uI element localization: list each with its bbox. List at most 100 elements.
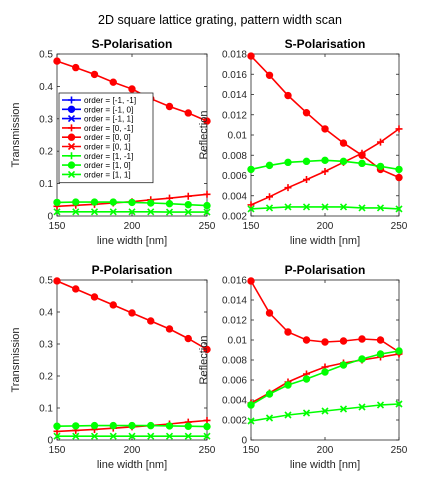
data-point xyxy=(184,432,192,440)
data-point xyxy=(203,201,211,210)
series-2 xyxy=(247,347,403,409)
y-tick-label: 0.006 xyxy=(222,376,247,387)
y-tick-label: 0.5 xyxy=(39,50,53,61)
data-point xyxy=(395,165,403,174)
data-point xyxy=(184,422,192,430)
data-point xyxy=(147,432,155,440)
y-tick-label: 0.4 xyxy=(39,308,53,319)
data-point xyxy=(265,414,274,422)
legend-entry: order = [0, -1] xyxy=(62,124,133,133)
data-point xyxy=(358,403,366,411)
data-point xyxy=(302,336,311,344)
legend-label: order = [1, 1] xyxy=(84,170,131,179)
chart-panel-2: S-Polarisation 150 200 250 0.002 0.004 0.006 0.… xyxy=(198,37,408,247)
y-tick-label: 0.004 xyxy=(222,396,247,407)
data-point xyxy=(165,102,174,111)
data-point xyxy=(358,204,366,212)
legend-marker xyxy=(68,152,75,160)
data-point xyxy=(339,361,348,369)
data-point xyxy=(395,125,403,133)
data-point xyxy=(184,192,192,200)
legend-entry: order = [-1, -1] xyxy=(62,96,136,105)
data-point xyxy=(358,149,366,157)
series-1 xyxy=(247,125,403,209)
legend-marker xyxy=(67,170,76,178)
legend-entry: order = [1, 0] xyxy=(62,161,131,170)
x-axis-label: line width [nm] xyxy=(290,235,360,247)
data-point xyxy=(184,334,192,343)
plot-area xyxy=(56,279,208,441)
y-tick-label: 0.3 xyxy=(39,340,53,351)
data-point xyxy=(284,381,292,389)
data-point xyxy=(321,407,329,415)
data-point xyxy=(165,199,174,208)
data-point xyxy=(53,277,61,285)
y-tick-label: 0.014 xyxy=(222,296,247,307)
data-point xyxy=(265,71,274,79)
series-3 xyxy=(247,400,403,425)
y-tick-label: 0.014 xyxy=(222,90,247,101)
legend-label: order = [0, 0] xyxy=(84,133,131,142)
data-point xyxy=(203,416,211,424)
y-tick-label: 0.1 xyxy=(39,179,53,190)
legend-marker xyxy=(68,96,75,104)
series-0 xyxy=(53,277,211,354)
data-point xyxy=(203,190,211,198)
x-tick-label: 250 xyxy=(391,221,408,232)
y-tick-label: 0.1 xyxy=(39,404,53,415)
y-tick-label: 0.002 xyxy=(222,212,247,223)
data-point xyxy=(247,401,255,409)
data-point xyxy=(72,63,80,72)
legend-entry: order = [0, 0] xyxy=(62,133,131,142)
data-point xyxy=(358,335,366,343)
series-2 xyxy=(247,156,403,174)
plot-area xyxy=(250,279,400,441)
legend-entry: order = [1, 1] xyxy=(62,170,131,179)
legend-label: order = [-1, 1] xyxy=(84,115,133,124)
y-tick-label: 0.01 xyxy=(228,336,248,347)
y-tick-label: 0.002 xyxy=(222,416,247,427)
x-axis-label: line width [nm] xyxy=(290,459,360,471)
data-point xyxy=(358,159,366,168)
legend-marker xyxy=(67,161,76,169)
data-point xyxy=(395,205,403,213)
x-tick-label: 200 xyxy=(124,445,141,456)
data-point xyxy=(302,203,311,211)
series-3 xyxy=(53,208,211,216)
data-point xyxy=(128,309,136,317)
data-point xyxy=(321,125,329,133)
data-point xyxy=(90,208,99,216)
y-tick-label: 0.5 xyxy=(39,276,53,287)
legend: order = [-1, -1]order = [-1, 0]order = [… xyxy=(58,92,154,184)
data-point xyxy=(165,432,174,440)
panel-title: P-Polarisation xyxy=(285,263,366,277)
y-tick-label: 0.016 xyxy=(222,70,247,81)
series-2 xyxy=(53,421,211,431)
data-point xyxy=(109,78,117,86)
y-tick-label: 0.2 xyxy=(39,372,53,383)
chart-panel-1: S-Polarisation 150 200 250 0 0.1 0.2 0.3 0.4 0.5 l… xyxy=(10,37,216,247)
data-point xyxy=(128,421,136,430)
panels: S-Polarisation 150 200 250 0 0.1 0.2 0.3 0.4 0.5 l… xyxy=(10,37,408,471)
data-point xyxy=(72,208,80,216)
series-3 xyxy=(53,432,211,440)
data-point xyxy=(265,309,274,317)
data-point xyxy=(90,421,99,430)
data-point xyxy=(395,347,403,355)
data-point xyxy=(376,204,385,212)
data-point xyxy=(303,176,310,184)
y-tick-label: 0 xyxy=(241,436,247,447)
series-2 xyxy=(53,198,211,210)
data-point xyxy=(165,422,174,430)
data-point xyxy=(109,198,117,206)
legend-label: order = [1, -1] xyxy=(84,152,133,161)
figure-title: 2D square lattice grating, pattern width… xyxy=(98,13,342,27)
data-point xyxy=(321,156,329,165)
legend-marker xyxy=(67,105,76,114)
x-tick-label: 150 xyxy=(243,445,260,456)
legend-entry: order = [-1, 0] xyxy=(62,105,133,114)
data-point xyxy=(147,199,155,207)
data-point xyxy=(90,70,99,79)
data-point xyxy=(265,390,274,398)
